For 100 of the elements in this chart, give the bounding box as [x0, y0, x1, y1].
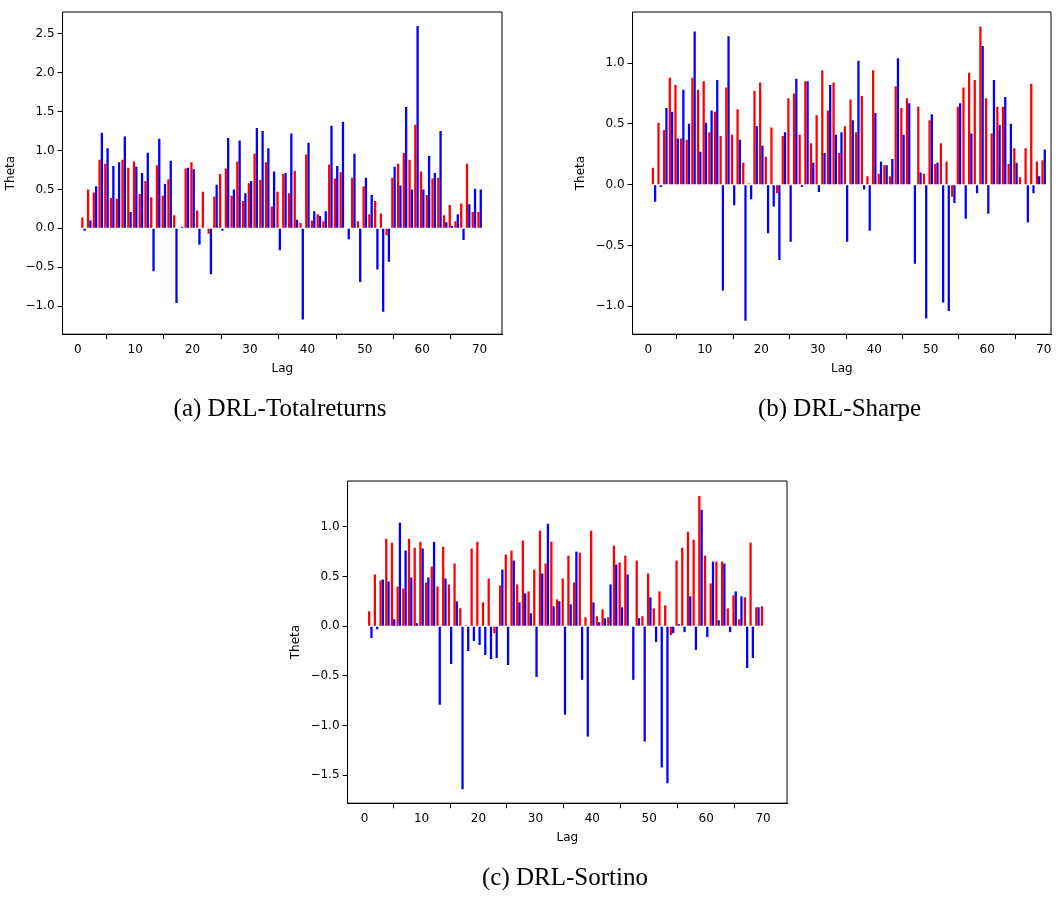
bar: [666, 626, 669, 784]
x-tick-label: 0: [73, 341, 82, 356]
y-tick-label: 1.5: [35, 103, 55, 118]
bar: [689, 596, 692, 626]
x-tick-label: 60: [414, 341, 430, 356]
bar: [598, 622, 601, 626]
bar: [173, 215, 176, 228]
bar: [459, 608, 462, 626]
bar: [649, 597, 652, 626]
bar: [637, 618, 641, 626]
bar: [445, 222, 448, 228]
bar: [387, 581, 390, 626]
x-axis-title: Lag: [271, 360, 294, 375]
bar: [601, 609, 604, 626]
x-tick-label: 30: [242, 341, 258, 356]
bar: [641, 616, 644, 626]
bar: [919, 172, 922, 185]
x-tick-label: 60: [698, 810, 714, 825]
bar: [675, 560, 678, 626]
bar: [951, 185, 954, 197]
x-tick-label: 10: [413, 810, 430, 825]
bar: [393, 619, 396, 626]
bar: [1041, 160, 1044, 185]
y-tick-label: 0.5: [35, 181, 55, 196]
bar: [857, 60, 860, 185]
bar: [753, 91, 756, 185]
bar: [717, 620, 720, 626]
y-tick-label: 1.0: [605, 55, 625, 70]
text: (c) DRL-Sortino: [481, 863, 649, 891]
x-tick-label: 70: [755, 810, 771, 825]
bar: [709, 583, 712, 626]
x-tick-label: 10: [697, 341, 713, 356]
bar: [760, 606, 764, 626]
x-tick-label: 70: [471, 341, 488, 356]
y-tick-label: 1.0: [35, 142, 55, 157]
bar: [207, 228, 210, 234]
bar: [700, 509, 703, 626]
bar: [738, 619, 741, 626]
bar: [167, 179, 170, 228]
bar: [442, 215, 446, 228]
bar: [404, 550, 407, 626]
bar: [439, 131, 442, 228]
bar: [461, 626, 464, 790]
bar: [849, 99, 852, 185]
bar: [330, 125, 333, 228]
x-tick-label: 20: [184, 341, 201, 356]
y-tick-label: 0.0: [605, 176, 625, 191]
bar: [244, 193, 247, 228]
bar: [307, 142, 310, 228]
bar: [121, 159, 124, 228]
bar: [322, 221, 325, 228]
x-tick-label: 0: [644, 341, 653, 356]
bar: [518, 602, 521, 626]
bar: [664, 605, 667, 626]
bar: [866, 176, 869, 185]
y-tick-label: 0.0: [35, 220, 55, 235]
bar: [787, 98, 790, 185]
bar: [230, 195, 233, 228]
bar: [840, 132, 843, 185]
bar: [198, 228, 201, 245]
bar: [353, 153, 356, 228]
bar: [770, 127, 773, 185]
bar: [493, 626, 496, 634]
bar: [657, 122, 660, 185]
bar: [261, 131, 264, 228]
bar: [456, 214, 459, 228]
bar: [674, 84, 677, 185]
bar: [478, 626, 481, 646]
x-tick-label: 30: [810, 341, 826, 356]
bar: [607, 617, 610, 626]
bar: [106, 148, 109, 228]
bar: [477, 212, 480, 228]
y-tick-label: −1.0: [25, 298, 55, 313]
x-tick-label: 30: [527, 810, 544, 825]
y-axis-title: Theta: [573, 155, 588, 192]
bar: [544, 563, 547, 626]
y-tick-label: −0.5: [25, 259, 55, 274]
x-tick-label: 40: [866, 341, 882, 356]
bar: [454, 221, 457, 228]
x-tick-label: 50: [641, 810, 657, 825]
y-tick-label: 0.5: [605, 115, 625, 130]
bar: [213, 196, 216, 228]
bar: [823, 153, 826, 185]
bar: [1015, 162, 1018, 185]
bar: [902, 134, 905, 185]
bar: [129, 212, 132, 228]
y-tick-label: −1.0: [310, 717, 340, 732]
y-tick-label: 2.5: [35, 25, 55, 40]
bar: [535, 626, 538, 677]
y-tick-label: −1.0: [595, 298, 625, 313]
bar: [144, 180, 147, 228]
bar: [81, 217, 84, 228]
bar: [276, 191, 279, 228]
bar: [874, 112, 877, 185]
bar: [962, 87, 965, 185]
bar: [1024, 148, 1027, 185]
bar: [998, 125, 1001, 185]
bar: [368, 611, 371, 626]
bar: [299, 222, 302, 228]
bar: [152, 228, 155, 272]
